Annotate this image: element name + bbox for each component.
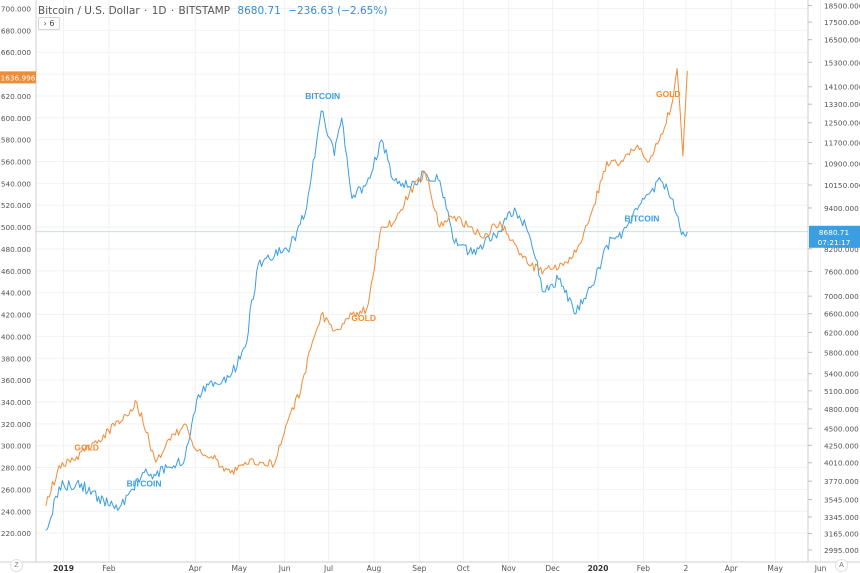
left-axis-tick-label: 1240.000 [0,507,31,516]
left-axis-tick-label: 1440.000 [0,289,31,298]
left-axis-tick-label: 1680.000 [0,26,31,35]
right-axis-tick-label: 3345.000 [824,513,859,522]
right-axis-tick-label: 17500.000 [824,18,860,27]
left-axis-tick-label: 1620.000 [0,92,31,101]
auto-scale-button[interactable]: A [835,559,848,572]
left-axis-tick-label: 1300.000 [0,442,31,451]
time-axis-tick-label: Dec [545,564,560,573]
time-axis-tick-label: Jun [814,564,827,573]
left-axis-tick-label: 1360.000 [0,376,31,385]
price-change: −236.63 (−2.65%) [288,5,388,17]
bitcoin-annotation: BITCOIN [624,214,659,224]
right-axis-tick-label: 18500.000 [824,2,860,11]
left-axis-tick-label: 1460.000 [0,267,31,276]
right-axis-tick-label: 4500.000 [824,424,859,433]
right-axis-tick-label: 6200.000 [824,328,859,337]
time-axis-tick-label: Nov [501,564,516,573]
right-axis-tick-label: 10150.000 [824,181,860,190]
time-axis-tick-label: Sep [412,564,426,573]
left-axis-tick-label: 1660.000 [0,48,31,57]
left-axis-tick-label: 1280.000 [0,464,31,473]
time-axis-tick-label: Apr [189,564,203,573]
left-axis-tick-label: 1600.000 [0,114,31,123]
right-axis-tick-label: 3545.000 [824,496,859,505]
gold-price-marker [0,71,36,84]
left-axis-tick-label: 1400.000 [0,332,31,341]
left-axis-tick-label: 1520.000 [0,201,31,210]
time-axis-tick-label: Aug [367,564,382,573]
indicators-collapse-button[interactable]: › 6 [38,17,60,30]
bitcoin-annotation: BITCOIN [127,479,162,489]
right-axis-tick-label: 11700.000 [824,139,860,148]
left-axis-tick-label: 1260.000 [0,485,31,494]
right-axis-tick-label: 14100.000 [824,83,860,92]
gold-price-line [45,68,688,506]
left-axis-tick-label: 1320.000 [0,420,31,429]
time-axis-tick-label: Apr [725,564,739,573]
time-axis-tick-label: Feb [102,564,116,573]
right-axis-tick-label: 4010.000 [824,459,859,468]
right-axis-tick-label: 3770.000 [824,477,859,486]
right-axis-tick-label: 5400.000 [824,370,859,379]
right-axis-tick-label: 7600.000 [824,268,859,277]
left-axis-tick-label: 1480.000 [0,245,31,254]
bitcoin-annotation: BITCOIN [305,91,340,101]
left-axis-tick-label: 1380.000 [0,354,31,363]
bitcoin-price-marker [809,225,860,248]
gold-annotation: GOLD [351,313,376,323]
bitcoin-price-line [45,110,688,531]
right-axis-tick-label: 13300.000 [824,100,860,109]
last-price: 8680.71 [237,5,281,17]
right-axis-tick-label: 10900.000 [824,160,860,169]
left-axis-tick-label: 1500.000 [0,223,31,232]
zoom-corner-button[interactable]: Z [10,559,23,572]
left-axis-tick-label: 1420.000 [0,311,31,320]
gold-annotation: GOLD [74,443,99,453]
gold-price-marker-label: 1636.996 [1,73,36,82]
right-axis-tick-label: 7000.000 [824,292,859,301]
right-axis-tick-label: 15300.000 [824,58,860,67]
time-axis-tick-label: Jun [278,564,291,573]
time-axis-tick-label: Feb [637,564,651,573]
exchange-label: BITSTAMP [178,5,231,17]
time-axis-tick-label: May [767,564,783,573]
time-axis-tick-label: May [231,564,247,573]
time-axis-tick-label: Jul [323,564,333,573]
right-axis-tick-label: 9400.000 [824,204,859,213]
right-axis-tick-label: 2995.000 [824,546,859,555]
right-axis-tick-label: 4250.000 [824,441,859,450]
right-axis-tick-label: 5800.000 [824,348,859,357]
right-axis-tick-label: 8200.000 [824,245,859,254]
chart-header: Bitcoin / U.S. Dollar · 1D · BITSTAMP 86… [38,5,388,17]
right-axis-tick-label: 5100.000 [824,387,859,396]
right-axis-tick-label: 12500.000 [824,119,860,128]
gold-annotation: GOLD [656,89,681,99]
symbol-name[interactable]: Bitcoin / U.S. Dollar [38,5,140,17]
chevron-right-icon: › [43,19,47,28]
left-axis-tick-label: 1340.000 [0,398,31,407]
right-axis-tick-label: 4800.000 [824,405,859,414]
right-axis-tick-label: 16500.000 [824,36,860,45]
right-axis-tick-label: 6600.000 [824,310,859,319]
indicator-count: 6 [49,19,55,28]
left-axis-tick-label: 1540.000 [0,179,31,188]
time-axis-tick-label: Oct [457,564,470,573]
interval-label[interactable]: 1D [151,5,167,17]
time-axis-tick-label: 2 [683,564,688,573]
time-axis-tick-label: 2020 [588,564,609,573]
bitcoin-price-marker-label: 8680.71 [819,228,849,237]
left-axis-tick-label: 1220.000 [0,529,31,538]
time-axis-tick-label: 2019 [53,564,74,573]
right-axis-tick-label: 3165.000 [824,529,859,538]
bitcoin-countdown-label: 07:21:17 [818,238,851,247]
left-axis-tick-label: 1560.000 [0,158,31,167]
left-axis-tick-label: 1700.000 [0,5,31,14]
left-axis-tick-label: 1580.000 [0,136,31,145]
